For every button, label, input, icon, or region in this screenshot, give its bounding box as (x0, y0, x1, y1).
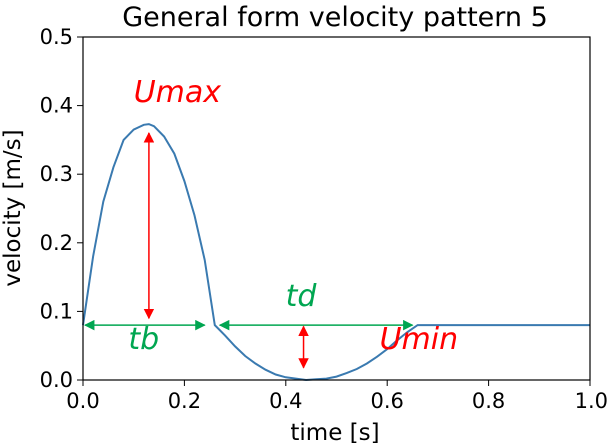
y-tick-label: 0.4 (40, 94, 73, 118)
y-tick-label: 0.2 (40, 231, 73, 255)
x-axis-label: time [s] (290, 420, 379, 443)
umax-label: Umax (134, 75, 222, 110)
chart-title: General form velocity pattern 5 (122, 2, 548, 33)
y-tick-label: 0.0 (40, 368, 73, 392)
annotations: Umax tb td Umin (83, 75, 459, 369)
y-axis-label: velocity [m/s] (0, 129, 26, 286)
y-tick-label: 0.1 (40, 299, 73, 323)
td-label: td (286, 279, 318, 314)
velocity-series-line (82, 123, 590, 382)
x-tick-label: 1.0 (575, 389, 608, 413)
x-tick-label: 0.2 (168, 389, 201, 413)
plot-area-frame (82, 36, 591, 381)
umin-label: Umin (380, 322, 459, 357)
x-tick-label: 0.4 (269, 389, 302, 413)
x-axis-ticks: 0.0 0.2 0.4 0.6 0.8 1.0 (66, 380, 608, 413)
x-tick-label: 0.8 (472, 389, 505, 413)
y-tick-label: 0.5 (40, 25, 73, 49)
y-axis-ticks: 0.0 0.1 0.2 0.3 0.4 0.5 (40, 25, 83, 392)
y-tick-label: 0.3 (40, 162, 73, 186)
tb-label: tb (128, 322, 159, 357)
x-tick-label: 0.0 (66, 389, 99, 413)
x-tick-label: 0.6 (370, 389, 403, 413)
